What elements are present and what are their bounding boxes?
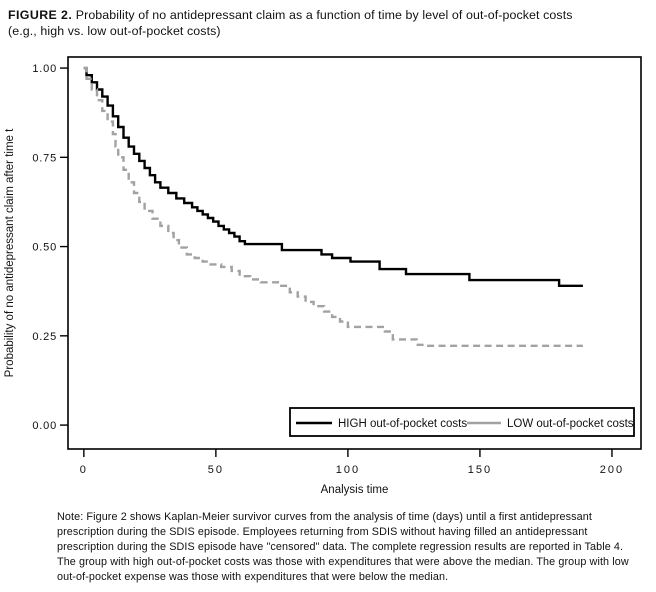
kaplan-meier-chart: 0.00 0.25 0.50 0.75 1.00 0 50 100 150 200 Analysis… xyxy=(0,47,656,507)
figure-number-label: FIGURE 2. xyxy=(8,8,73,22)
y-tick-label: 1.00 xyxy=(32,63,57,75)
legend-box xyxy=(289,407,635,437)
survival-curve-high xyxy=(83,66,583,287)
figure-title-text: Probability of no antidepressant claim a… xyxy=(72,8,573,22)
figure-caption: FIGURE 2. Probability of no antidepressa… xyxy=(8,7,646,39)
y-tick-label: 0.00 xyxy=(32,420,57,432)
figure-title-line2: (e.g., high vs. low out-of-pocket costs) xyxy=(8,24,221,39)
x-tick-label: 150 xyxy=(468,464,492,476)
x-tick-label: 100 xyxy=(336,464,360,476)
legend-label-low: LOW out-of-pocket costs xyxy=(507,418,634,430)
figure-note: Note: Figure 2 shows Kaplan-Meier surviv… xyxy=(57,511,629,583)
x-tick-label: 50 xyxy=(208,464,224,476)
y-tick-label: 0.25 xyxy=(32,331,57,343)
plot-frame xyxy=(67,56,642,450)
x-tick-label: 200 xyxy=(600,464,624,476)
y-axis-title: Probability of no antidepressant claim a… xyxy=(4,128,16,377)
x-axis-title: Analysis time xyxy=(321,484,389,496)
legend-label-high: HIGH out-of-pocket costs xyxy=(338,418,467,430)
survival-plot-svg: 0.00 0.25 0.50 0.75 1.00 0 50 100 150 200 Analysis… xyxy=(4,56,642,496)
survival-curve-low xyxy=(83,66,583,347)
x-tick-label: 0 xyxy=(80,464,88,476)
y-tick-label: 0.75 xyxy=(32,152,57,164)
y-tick-label: 0.50 xyxy=(32,242,57,254)
